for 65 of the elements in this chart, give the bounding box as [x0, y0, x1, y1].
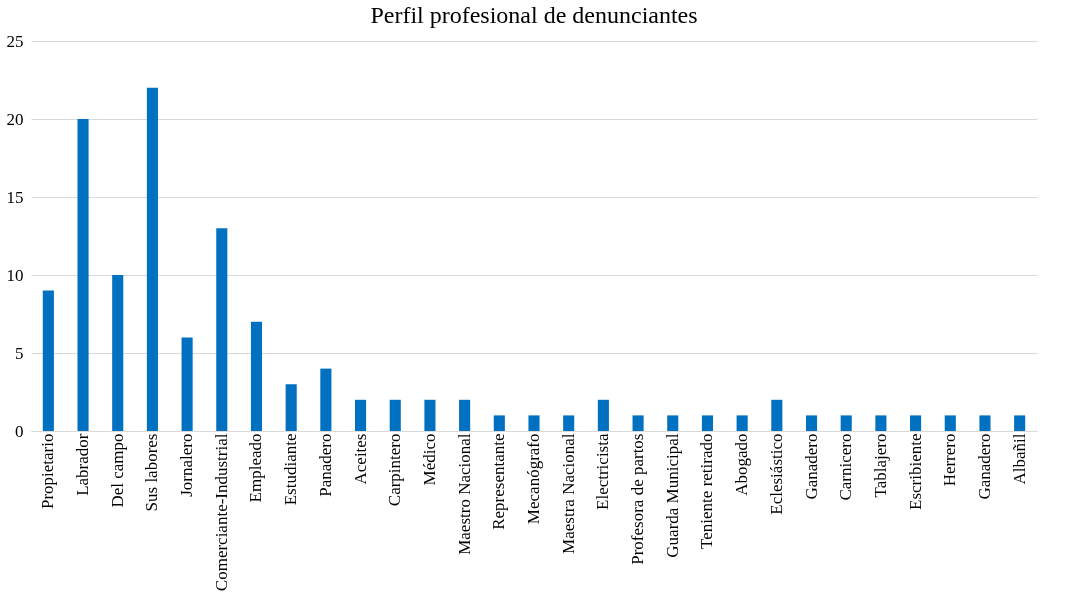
bar: [632, 415, 644, 431]
bar: [459, 399, 471, 431]
bar: [701, 415, 713, 431]
y-tick-label: 10: [6, 265, 24, 285]
x-tick-label: Herrero: [940, 433, 960, 487]
x-tick-label: Labrador: [73, 433, 93, 496]
bar: [667, 415, 679, 431]
bar: [528, 415, 540, 431]
x-tick-label: Carnicero: [836, 433, 856, 501]
bar: [216, 228, 228, 431]
bar: [285, 384, 297, 431]
bar: [979, 415, 991, 431]
x-tick-label: Abogado: [732, 433, 752, 496]
bar: [736, 415, 748, 431]
x-tick-label: Tablajero: [870, 433, 890, 498]
x-tick-label: Panadero: [315, 433, 335, 497]
bar: [944, 415, 956, 431]
x-tick-label: Jornalero: [177, 433, 197, 497]
x-tick-label: Mecanógrafo: [524, 433, 543, 525]
x-tick-label: Teniente retirado: [697, 433, 717, 549]
bar: [771, 399, 783, 431]
x-tick-label: Propietario: [38, 433, 58, 510]
chart-title: Perfil profesional de denunciantes: [370, 2, 698, 28]
x-tick-label: Carpintero: [385, 433, 405, 507]
x-tick-label: Ganadero: [801, 433, 821, 500]
x-tick-label: Comerciante-Industrial: [211, 433, 231, 592]
x-tick-label: Maestra Nacional: [558, 433, 578, 554]
x-tick-label: Sus labores: [142, 433, 162, 512]
bar: [840, 415, 852, 431]
bar: [875, 415, 887, 431]
x-tick-label: Ganadero: [974, 433, 994, 500]
x-tick-label: Profesora de partos: [628, 433, 648, 565]
bar: [389, 399, 401, 431]
x-tick-label: Empleado: [246, 433, 266, 503]
x-tick-label: Electricista: [593, 433, 613, 510]
y-tick-label: 5: [15, 343, 24, 363]
bar: [597, 399, 609, 431]
y-tick-label: 25: [6, 31, 24, 51]
x-tick-label: Guarda Municipal: [662, 433, 682, 558]
bar: [493, 415, 505, 431]
x-tick-label: Escribiente: [905, 433, 925, 510]
bar: [805, 415, 818, 431]
y-tick-label: 0: [15, 421, 24, 441]
bar: [355, 399, 367, 431]
bar: [910, 415, 922, 431]
bar: [42, 290, 54, 431]
bar: [1014, 415, 1026, 431]
x-tick-label: Representante: [489, 433, 509, 530]
bar: [250, 321, 263, 431]
x-tick-label: Maestro Nacional: [454, 433, 474, 555]
bar: [77, 119, 89, 431]
bar: [146, 87, 158, 431]
bar: [424, 399, 436, 431]
x-tick-label: Eclesiástico: [766, 433, 786, 515]
x-tick-label: Estudiante: [281, 433, 301, 506]
y-tick-label: 20: [6, 109, 24, 129]
x-tick-label: Albañil: [1009, 433, 1029, 485]
bar: [181, 337, 193, 431]
x-tick-label: Aceites: [350, 433, 370, 485]
bar: [563, 415, 575, 431]
bar: [112, 275, 124, 431]
x-tick-label: Del campo: [107, 433, 127, 508]
x-tick-label: Médico: [419, 433, 439, 486]
y-tick-label: 15: [6, 187, 24, 207]
bar: [320, 368, 332, 431]
